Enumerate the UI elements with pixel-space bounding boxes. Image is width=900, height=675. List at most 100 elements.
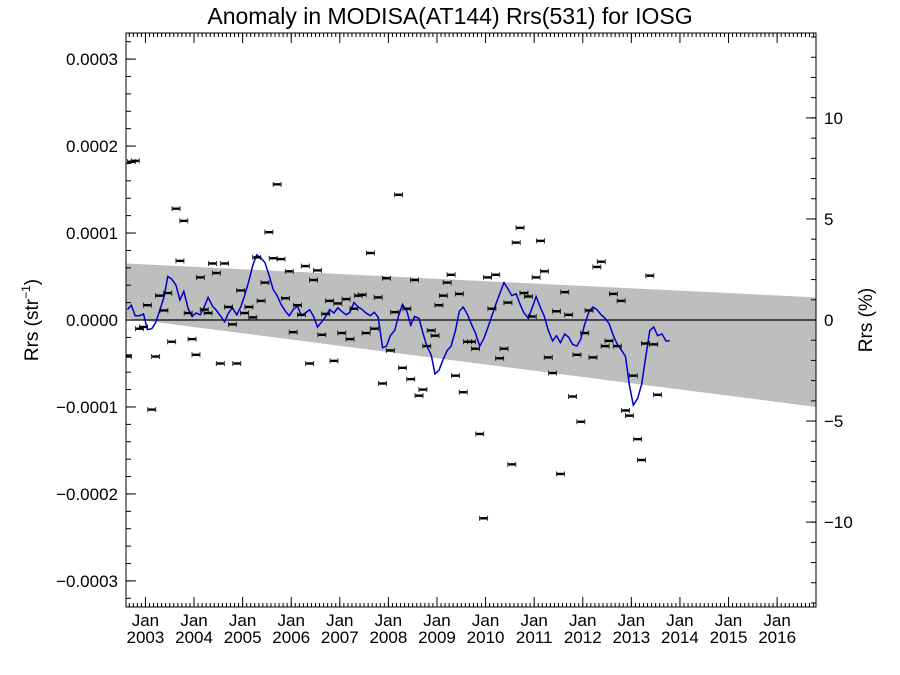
data-point [446, 272, 456, 278]
y-tick-label-right: 5 [824, 210, 833, 229]
x-tick-label-year: 2006 [272, 628, 310, 647]
data-point-marker [160, 309, 168, 312]
data-point [276, 256, 286, 262]
x-tick-label-year: 2007 [321, 628, 359, 647]
data-point [382, 275, 391, 281]
data-point [361, 330, 371, 336]
y-tick-label-left: −0.0002 [56, 485, 118, 504]
data-point-marker [391, 310, 399, 314]
x-tick-label-month: Jan [520, 611, 547, 630]
plot-area [126, 158, 816, 521]
data-point-marker [313, 269, 321, 272]
data-point-marker [228, 323, 236, 326]
y-tick-label-right: −5 [824, 412, 843, 431]
data-point-marker [613, 344, 621, 348]
data-point [495, 355, 505, 361]
y-tick-label-left: 0.0002 [66, 137, 118, 156]
data-point-marker [471, 347, 479, 350]
data-point [442, 280, 452, 286]
data-point-marker [306, 362, 314, 365]
data-point-marker [601, 344, 609, 348]
data-point-marker [362, 331, 370, 335]
x-tick-label-month: Jan [763, 611, 790, 630]
data-point [584, 307, 594, 313]
data-point [349, 306, 359, 312]
data-point-marker [581, 331, 589, 335]
data-point [560, 289, 570, 295]
running-mean-line [126, 253, 670, 408]
data-point [467, 339, 476, 345]
data-point-marker [646, 274, 654, 277]
data-point [588, 354, 598, 360]
data-point-marker [532, 276, 540, 279]
data-point [410, 277, 420, 283]
data-point-marker [322, 312, 330, 316]
data-point-marker [261, 281, 269, 284]
data-point-marker [625, 414, 633, 417]
data-point [236, 287, 246, 293]
data-point-marker [273, 183, 281, 186]
data-point [284, 268, 294, 274]
data-point [280, 295, 290, 301]
data-point [539, 268, 549, 274]
data-point [649, 341, 659, 347]
data-point-marker [188, 337, 196, 341]
data-point [637, 457, 646, 463]
data-point-marker [221, 262, 229, 265]
data-point-marker [556, 472, 564, 476]
data-point [418, 387, 428, 393]
chart-title: Anomaly in MODISA(AT144) Rrs(531) for IO… [207, 3, 692, 29]
data-point [256, 298, 266, 304]
data-point [556, 471, 565, 477]
data-point [552, 308, 561, 314]
data-point [373, 294, 383, 300]
x-tick-label-year: 2013 [612, 628, 650, 647]
data-point [394, 192, 403, 198]
data-point-marker [301, 264, 309, 268]
data-point-marker [172, 207, 180, 210]
data-point-marker [241, 311, 249, 315]
data-point [511, 240, 521, 246]
data-point-marker [540, 270, 548, 273]
y-axis-label-left-close: ) [22, 279, 43, 285]
x-tick-label-month: Jan [326, 611, 353, 630]
data-point-marker [310, 278, 318, 282]
data-point-marker [597, 260, 605, 263]
data-point [531, 274, 541, 280]
data-point-marker [411, 278, 419, 282]
data-point [628, 373, 638, 379]
data-point [345, 336, 355, 342]
data-point [600, 343, 610, 349]
y-tick-label-right: 10 [824, 109, 843, 128]
x-tick-label-year: 2005 [224, 628, 262, 647]
data-point [434, 302, 444, 308]
data-point-marker [484, 276, 492, 279]
data-point [483, 274, 492, 280]
data-point-marker [330, 359, 338, 363]
data-point [653, 392, 662, 398]
x-tick-label-month: Jan [618, 611, 645, 630]
data-point-marker [553, 310, 561, 313]
data-point-marker [431, 334, 439, 337]
data-point-marker [358, 293, 366, 296]
data-point [470, 346, 480, 352]
data-point-marker [374, 296, 382, 299]
data-point-marker [476, 432, 484, 436]
data-point [171, 206, 181, 212]
data-point-marker [342, 297, 350, 301]
x-tick-label-year: 2004 [175, 628, 213, 647]
data-point-marker [257, 299, 265, 303]
data-point-marker [585, 309, 593, 312]
data-point-marker [459, 390, 467, 394]
data-point [151, 354, 161, 360]
data-point [293, 302, 302, 308]
data-point-marker [386, 349, 394, 352]
data-point-marker [480, 517, 488, 520]
data-point [272, 181, 282, 187]
data-point [414, 393, 424, 399]
x-tick-label-month: Jan [375, 611, 402, 630]
data-point-marker [641, 342, 649, 345]
data-point-marker [443, 281, 451, 284]
data-point [612, 343, 622, 349]
data-point-marker [496, 357, 504, 360]
